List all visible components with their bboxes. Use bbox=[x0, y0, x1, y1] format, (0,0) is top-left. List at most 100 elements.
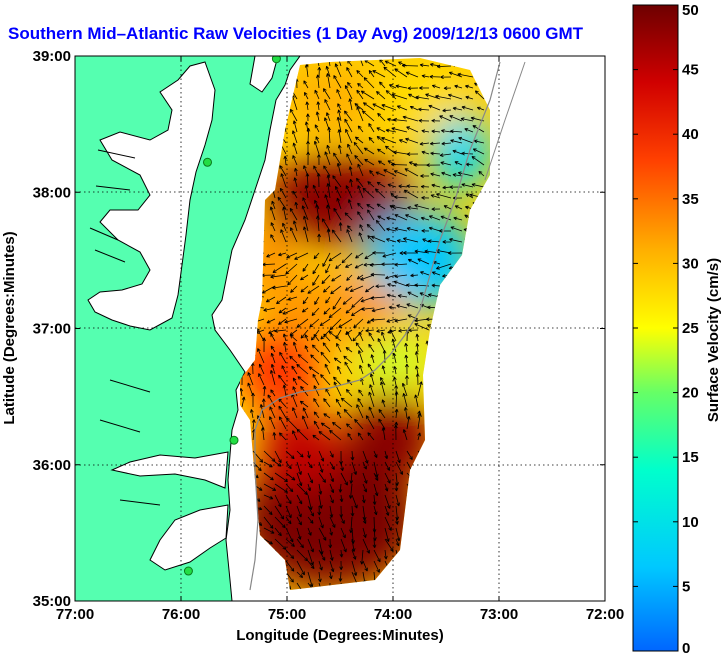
velocity-arrow bbox=[391, 338, 397, 353]
velocity-arrow bbox=[316, 74, 320, 89]
velocity-arrow bbox=[307, 516, 314, 524]
velocity-arrow bbox=[408, 93, 419, 100]
velocity-arrow bbox=[393, 170, 408, 177]
velocity-arrow bbox=[386, 238, 397, 243]
velocity-arrow bbox=[344, 110, 353, 122]
velocity-arrow bbox=[351, 307, 364, 317]
velocity-arrow bbox=[441, 129, 452, 133]
velocity-arrow bbox=[289, 355, 298, 364]
velocity-arrow bbox=[336, 162, 342, 177]
velocity-arrow bbox=[314, 89, 320, 100]
x-axis-ticks: 77:00 76:00 75:00 74:00 73:00 72:00 bbox=[56, 56, 624, 623]
velocity-arrow bbox=[368, 406, 375, 419]
velocity-arrow bbox=[368, 332, 375, 342]
station-marker bbox=[183, 566, 193, 576]
velocity-arrow bbox=[447, 93, 463, 100]
velocity-arrow bbox=[262, 337, 266, 353]
velocity-arrow bbox=[311, 307, 320, 316]
velocity-arrow bbox=[398, 184, 408, 189]
velocity-arrow bbox=[350, 450, 355, 461]
velocity-arrow bbox=[447, 251, 463, 255]
velocity-arrow bbox=[431, 183, 441, 188]
velocity-arrow bbox=[402, 393, 408, 408]
velocity-arrow bbox=[326, 144, 331, 155]
velocity-arrow bbox=[263, 538, 273, 545]
station-marker bbox=[271, 56, 281, 64]
velocity-arrow bbox=[349, 178, 353, 188]
velocity-arrow bbox=[316, 173, 321, 188]
x-tick-label: 77:00 bbox=[56, 606, 94, 623]
velocity-arrow bbox=[353, 141, 364, 155]
velocity-arrow bbox=[261, 285, 276, 294]
velocity-arrow bbox=[307, 483, 312, 492]
velocity-arrow bbox=[329, 527, 333, 536]
velocity-arrow bbox=[307, 560, 315, 570]
velocity-arrow bbox=[285, 483, 294, 493]
velocity-arrow bbox=[347, 143, 353, 155]
velocity-arrow bbox=[394, 68, 408, 78]
velocity-arrow bbox=[440, 161, 452, 166]
velocity-arrow bbox=[268, 329, 276, 334]
velocity-arrow bbox=[393, 280, 408, 287]
y-tick-label: 36:00 bbox=[33, 457, 71, 474]
velocity-arrow bbox=[362, 450, 369, 464]
velocity-arrow bbox=[329, 516, 336, 528]
velocity-arrow bbox=[414, 351, 419, 364]
velocity-arrow bbox=[263, 461, 273, 468]
velocity-arrow bbox=[318, 494, 323, 509]
velocity-arrow bbox=[274, 483, 288, 493]
velocity-arrow bbox=[317, 505, 322, 516]
velocity-arrow bbox=[278, 432, 287, 441]
velocity-arrow bbox=[312, 373, 320, 386]
velocity-arrow bbox=[405, 363, 409, 375]
velocity-arrow bbox=[312, 274, 320, 286]
velocity-arrow bbox=[344, 85, 353, 100]
velocity-arrow bbox=[385, 128, 397, 133]
velocity-arrow bbox=[377, 112, 386, 122]
velocity-arrow bbox=[351, 538, 356, 552]
velocity-arrow bbox=[378, 409, 386, 419]
velocity-arrow bbox=[323, 307, 331, 315]
velocity-arrow bbox=[276, 296, 287, 305]
velocity-arrow bbox=[393, 150, 408, 155]
velocity-arrow bbox=[338, 318, 353, 328]
x-tick-label: 72:00 bbox=[586, 606, 624, 623]
velocity-arrow bbox=[341, 252, 353, 264]
velocity-arrow bbox=[376, 91, 386, 100]
velocity-arrow bbox=[429, 141, 441, 146]
velocity-arrow bbox=[405, 375, 409, 386]
velocity-arrow bbox=[358, 232, 364, 243]
velocity-arrow bbox=[381, 399, 386, 408]
velocity-arrow bbox=[326, 228, 331, 243]
velocity-arrow bbox=[270, 369, 276, 386]
velocity-arrow bbox=[404, 342, 409, 353]
velocity-arrow bbox=[420, 271, 430, 276]
velocity-arrow bbox=[357, 432, 364, 441]
velocity-arrow bbox=[421, 228, 430, 233]
velocity-arrow bbox=[406, 416, 411, 430]
velocity-arrow bbox=[317, 66, 322, 78]
velocity-arrow bbox=[461, 151, 474, 156]
velocity-arrow bbox=[417, 413, 422, 430]
velocity-arrow bbox=[313, 334, 320, 342]
velocity-arrow bbox=[329, 472, 334, 483]
velocity-arrow bbox=[355, 342, 364, 353]
velocity-arrow bbox=[406, 303, 419, 309]
velocity-arrow bbox=[431, 118, 441, 123]
velocity-arrow bbox=[354, 136, 364, 144]
velocity-arrow bbox=[407, 291, 419, 298]
velocity-arrow bbox=[348, 199, 353, 210]
velocity-arrow bbox=[258, 373, 265, 386]
velocity-arrow bbox=[347, 225, 353, 232]
colorbar-tick-label: 5 bbox=[682, 578, 690, 595]
velocity-arrow bbox=[292, 430, 298, 441]
velocity-arrow bbox=[357, 185, 364, 199]
x-tick-label: 76:00 bbox=[162, 606, 200, 623]
velocity-arrow bbox=[431, 283, 441, 288]
velocity-arrow bbox=[328, 538, 333, 549]
velocity-arrow bbox=[354, 103, 364, 111]
velocity-arrow bbox=[327, 126, 331, 144]
velocity-arrow bbox=[409, 106, 419, 111]
velocity-arrow bbox=[338, 222, 343, 232]
velocity-arrow bbox=[296, 494, 303, 505]
